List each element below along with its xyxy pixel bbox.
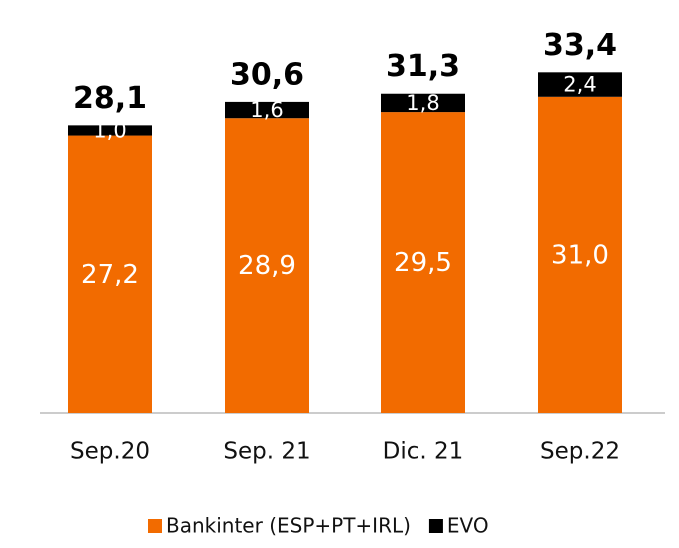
total-label: 28,1	[73, 81, 147, 116]
value-label: 31,0	[551, 240, 609, 270]
value-label: 27,2	[81, 260, 139, 290]
legend-label: EVO	[447, 514, 489, 538]
legend-swatch	[428, 519, 443, 533]
x-tick-label: Sep.22	[540, 439, 620, 465]
total-label: 30,6	[230, 57, 304, 92]
bar-segment	[381, 93, 465, 113]
value-label: 1,6	[250, 98, 283, 122]
total-label: 31,3	[386, 49, 460, 84]
x-tick-label: Dic. 21	[383, 439, 464, 465]
value-label: 29,5	[394, 248, 452, 278]
x-tick-label: Sep.20	[70, 439, 150, 465]
value-label: 1,8	[406, 91, 439, 115]
bar-segment	[381, 112, 465, 413]
x-tick-label: Sep. 21	[223, 439, 310, 465]
bar-segment	[68, 125, 152, 136]
bar-segment	[538, 72, 622, 97]
legend-label: Bankinter (ESP+PT+IRL)	[166, 514, 411, 538]
value-label: 1,0	[93, 118, 126, 142]
bar-segment	[538, 96, 622, 414]
value-label: 2,4	[563, 73, 596, 97]
bar-segment	[225, 118, 309, 413]
total-label: 33,4	[543, 28, 617, 63]
bar-segment	[225, 101, 309, 119]
bar-segment	[68, 135, 152, 413]
legend-swatch	[148, 519, 162, 533]
value-label: 28,9	[238, 251, 296, 281]
